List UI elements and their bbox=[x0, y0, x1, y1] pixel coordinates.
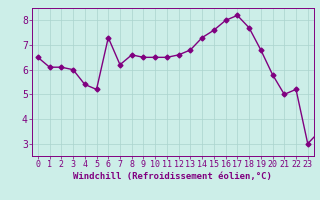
X-axis label: Windchill (Refroidissement éolien,°C): Windchill (Refroidissement éolien,°C) bbox=[73, 172, 272, 181]
